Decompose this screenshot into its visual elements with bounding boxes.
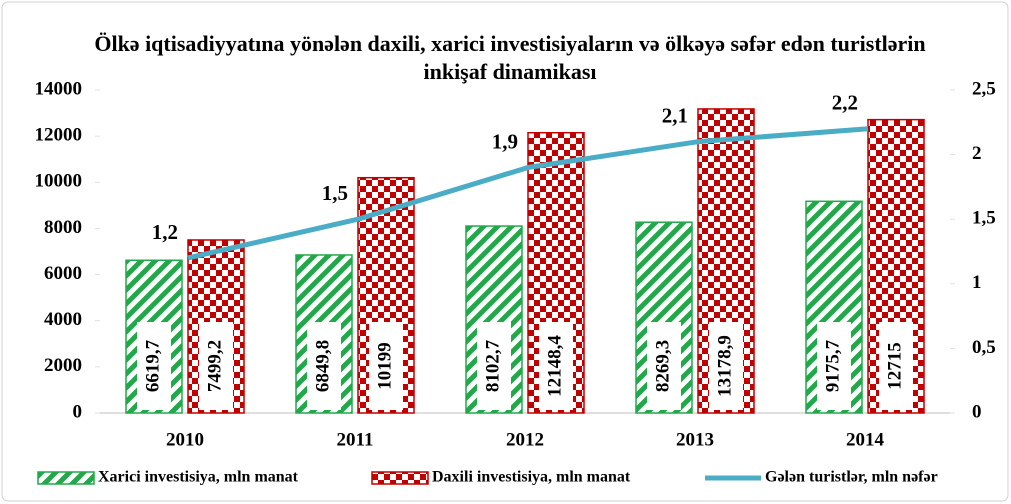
line-value-label: 2,2 (832, 91, 858, 115)
value-label: 12715 (884, 342, 905, 390)
x-tick-label: 2014 (846, 429, 885, 450)
legend-swatch (37, 471, 95, 485)
value-label-box (137, 322, 171, 410)
value-label-box (199, 322, 233, 410)
legend-label: Daxili investisiya, mln manat (432, 469, 631, 486)
line-value-label: 1,5 (322, 181, 348, 205)
line-value-label: 2,1 (662, 103, 688, 127)
value-label-box (817, 322, 851, 410)
y2-tick-label: 1,5 (972, 208, 996, 229)
y-tick-label: 0 (73, 401, 83, 422)
y2-tick-label: 1 (972, 272, 982, 293)
value-label: 8102,7 (482, 339, 503, 392)
y2-tick-label: 2 (972, 143, 982, 164)
value-label: 8269,3 (652, 340, 673, 392)
value-label: 6619,7 (142, 339, 163, 392)
y-tick-label: 2000 (44, 355, 82, 376)
y-tick-label: 12000 (35, 125, 83, 146)
x-tick-label: 2010 (166, 429, 204, 450)
value-label: 9175,7 (822, 339, 843, 392)
y-tick-label: 6000 (44, 263, 82, 284)
value-label: 12148,4 (544, 335, 565, 397)
y-tick-label: 14000 (35, 78, 83, 99)
value-label-box (647, 322, 681, 410)
value-label: 6849,8 (312, 340, 333, 392)
legend-swatch (371, 471, 429, 485)
chart-title: Ölkə iqtisadiyyatına yönələn daxili, xar… (94, 31, 926, 84)
value-label-box (539, 322, 573, 410)
y-tick-label: 10000 (35, 171, 83, 192)
x-tick-label: 2013 (676, 429, 714, 450)
line-value-label: 1,9 (492, 129, 518, 153)
y2-tick-label: 0,5 (972, 337, 996, 358)
value-label-box (709, 322, 743, 410)
value-label: 7499,2 (204, 340, 225, 392)
legend-label: Xarici investisiya, mln manat (98, 469, 299, 486)
y2-tick-label: 2,5 (972, 78, 996, 99)
value-label-box (477, 322, 511, 410)
y-tick-label: 4000 (44, 309, 82, 330)
line (187, 126, 869, 261)
legend-label: Gələn turistlər, mln nəfər (765, 469, 938, 486)
value-label-box (879, 322, 913, 410)
x-tick-label: 2012 (506, 429, 544, 450)
value-label-box (369, 322, 403, 410)
x-tick-label: 2011 (337, 429, 374, 450)
line-value-label: 1,2 (152, 220, 178, 244)
value-label: 10199 (374, 342, 395, 390)
value-label: 13178,9 (714, 335, 735, 397)
y2-tick-label: 0 (972, 401, 982, 422)
value-label-box (307, 322, 341, 410)
y-tick-label: 8000 (44, 217, 82, 238)
